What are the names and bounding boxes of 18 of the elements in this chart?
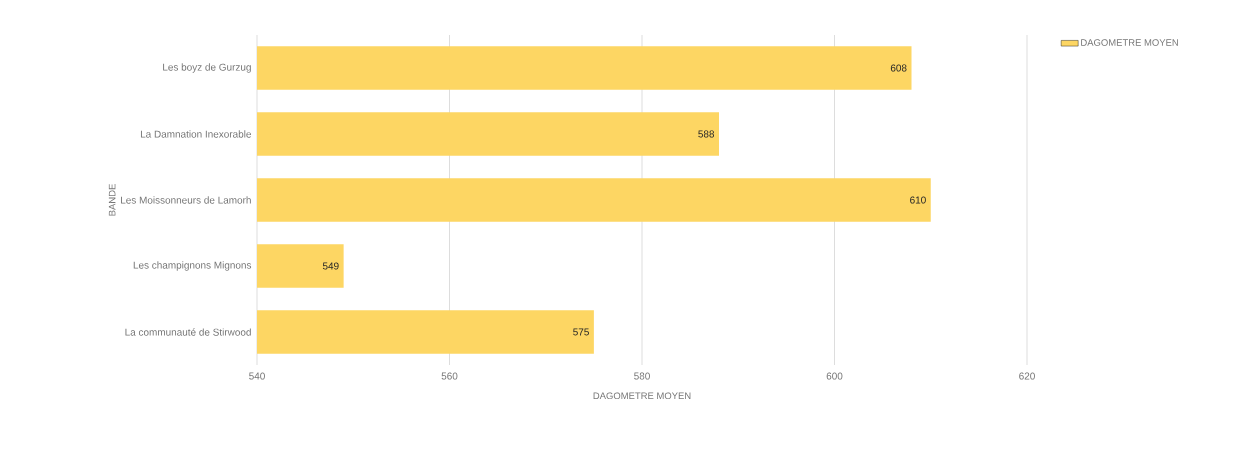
x-tick-label: 540 [249,372,265,380]
legend-label: DAGOMETRE MOYEN [1081,39,1178,46]
data-label: 610 [910,196,926,204]
data-label: 608 [890,64,907,72]
y-tick-label: Les boyz de Gurzug [163,63,251,73]
data-label: 588 [698,130,715,138]
y-tick-label: La Damnation Inexorable [140,130,252,138]
x-tick-label: 600 [826,372,843,380]
y-tick-label: Les champignons Mignons [133,261,252,271]
x-tick-label: 620 [1019,372,1035,380]
x-tick-label: 580 [634,372,650,380]
y-axis-title: BANDE [108,184,116,216]
data-label: 549 [322,262,339,270]
y-tick-label: Les Moissonneurs de Lamorh [121,196,251,204]
x-tick-label: 560 [441,372,458,380]
data-label: 575 [573,328,589,336]
x-axis-title: DAGOMETRE MOYEN [593,392,691,400]
y-tick-label: La communauté de Stirwood [125,328,251,336]
